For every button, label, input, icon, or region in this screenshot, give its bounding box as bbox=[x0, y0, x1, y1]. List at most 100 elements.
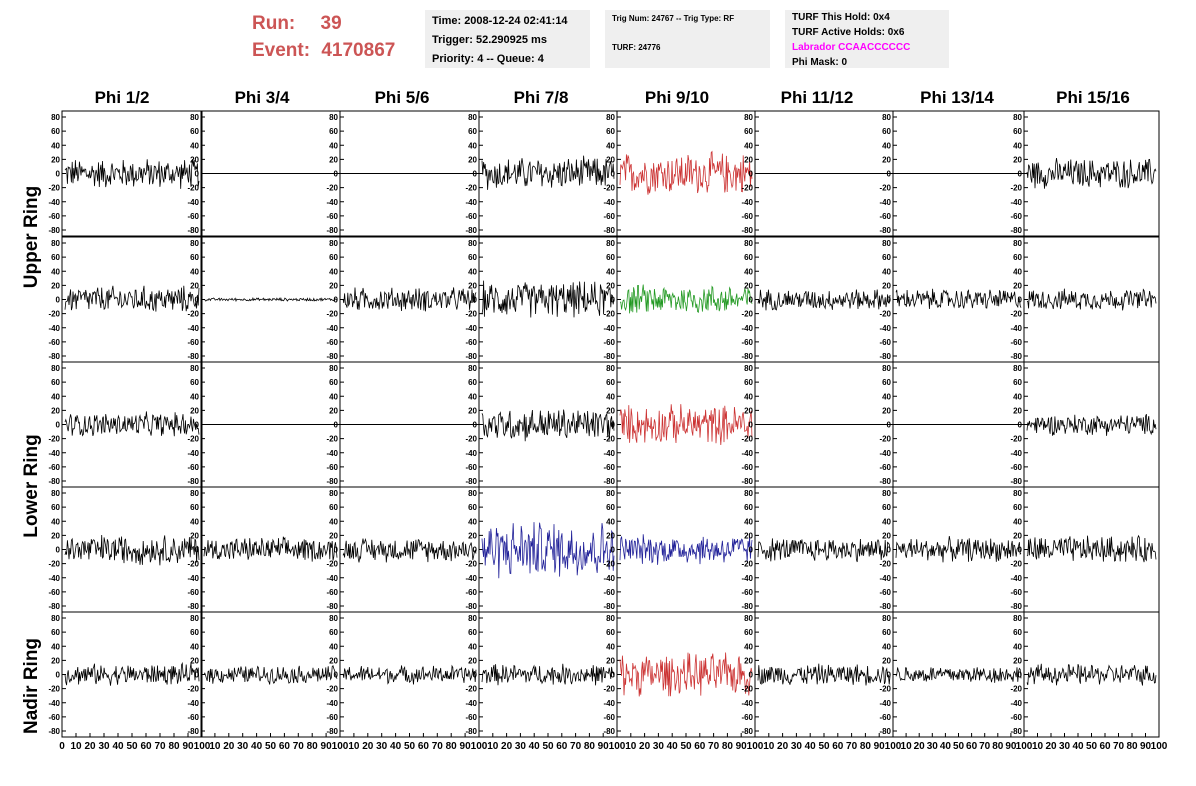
y-tick-label: -60 bbox=[603, 212, 615, 221]
y-tick-label: 20 bbox=[468, 656, 477, 665]
y-tick-label: 40 bbox=[190, 267, 199, 276]
waveform-trace bbox=[64, 661, 200, 686]
y-tick-label: 80 bbox=[882, 113, 891, 122]
y-tick-label: 80 bbox=[882, 489, 891, 498]
y-tick-label: 20 bbox=[606, 531, 615, 540]
x-tick-label: 30 bbox=[791, 741, 803, 752]
y-tick-label: -20 bbox=[48, 560, 60, 569]
y-tick-label: 80 bbox=[190, 614, 199, 623]
y-tick-label: 60 bbox=[882, 253, 891, 262]
x-tick-label: 90 bbox=[874, 741, 886, 752]
x-tick-label: 100 bbox=[747, 741, 764, 752]
waveform-trace bbox=[342, 664, 477, 685]
y-tick-label: -60 bbox=[465, 588, 477, 597]
y-tick-label: 0 bbox=[56, 421, 61, 430]
y-tick-label: -20 bbox=[326, 435, 338, 444]
y-tick-label: 60 bbox=[744, 628, 753, 637]
column-header-phi-1-2: Phi 1/2 bbox=[94, 88, 150, 107]
y-tick-label: -40 bbox=[879, 449, 891, 458]
y-tick-label: -20 bbox=[741, 310, 753, 319]
y-tick-label: 60 bbox=[329, 503, 338, 512]
y-tick-label: 20 bbox=[744, 531, 753, 540]
y-tick-label: -40 bbox=[187, 449, 199, 458]
panel-frame bbox=[616, 236, 756, 363]
y-tick-label: 60 bbox=[606, 378, 615, 387]
y-tick-label: -40 bbox=[879, 324, 891, 333]
x-tick-label: 10 bbox=[70, 741, 82, 752]
waveform-trace bbox=[64, 411, 200, 437]
waveform-trace bbox=[895, 288, 1022, 310]
y-tick-label: -80 bbox=[603, 352, 615, 361]
waveform-trace bbox=[481, 280, 615, 318]
x-tick-label: 60 bbox=[556, 741, 568, 752]
x-tick-label: 20 bbox=[362, 741, 374, 752]
y-tick-label: -60 bbox=[879, 588, 891, 597]
y-tick-label: 0 bbox=[56, 671, 61, 680]
trigger-info-box: Trig Num: 24767 -- Trig Type: RF TURF: 2… bbox=[605, 10, 770, 68]
run-value: 39 bbox=[320, 13, 342, 34]
y-tick-label: 20 bbox=[51, 281, 60, 290]
phi-mask-text: Phi Mask: 0 bbox=[792, 57, 848, 68]
y-tick-label: 0 bbox=[195, 170, 200, 179]
y-tick-label: 60 bbox=[1013, 503, 1022, 512]
y-tick-label: 20 bbox=[882, 155, 891, 164]
y-tick-label: -80 bbox=[187, 602, 199, 611]
x-tick-label: 100 bbox=[471, 741, 488, 752]
y-tick-label: 80 bbox=[1013, 614, 1022, 623]
column-header-phi-5-6: Phi 5/6 bbox=[374, 88, 430, 107]
y-tick-label: 60 bbox=[51, 628, 60, 637]
y-tick-label: 20 bbox=[329, 656, 338, 665]
waveform-trace bbox=[64, 285, 200, 312]
y-tick-label: 20 bbox=[51, 656, 60, 665]
y-tick-label: -80 bbox=[48, 226, 60, 235]
y-tick-label: 80 bbox=[190, 364, 199, 373]
y-tick-label: -60 bbox=[187, 338, 199, 347]
y-tick-label: 80 bbox=[606, 113, 615, 122]
x-tick-label: 50 bbox=[542, 741, 554, 752]
y-tick-label: -40 bbox=[741, 324, 753, 333]
y-tick-label: -40 bbox=[48, 198, 60, 207]
y-tick-label: -80 bbox=[1010, 226, 1022, 235]
waveform-trace bbox=[895, 667, 1022, 683]
x-tick-label: 10 bbox=[348, 741, 360, 752]
y-tick-label: -80 bbox=[741, 226, 753, 235]
x-tick-label: 80 bbox=[1126, 741, 1138, 752]
y-tick-label: -60 bbox=[741, 212, 753, 221]
y-tick-label: -60 bbox=[1010, 338, 1022, 347]
x-tick-label: 70 bbox=[432, 741, 444, 752]
y-tick-label: 80 bbox=[744, 364, 753, 373]
y-tick-label: 20 bbox=[606, 406, 615, 415]
y-tick-label: -60 bbox=[879, 338, 891, 347]
x-tick-label: 60 bbox=[966, 741, 978, 752]
y-tick-label: -80 bbox=[187, 727, 199, 736]
y-tick-label: 80 bbox=[51, 364, 60, 373]
y-tick-label: 60 bbox=[190, 253, 199, 262]
x-tick-label: 60 bbox=[140, 741, 152, 752]
y-tick-label: 20 bbox=[606, 155, 615, 164]
x-tick-label: 90 bbox=[321, 741, 333, 752]
y-tick-label: 0 bbox=[749, 296, 754, 305]
y-tick-label: 40 bbox=[51, 517, 60, 526]
y-tick-label: 80 bbox=[882, 239, 891, 248]
y-tick-label: -80 bbox=[326, 477, 338, 486]
x-tick-label: 50 bbox=[818, 741, 830, 752]
y-tick-label: 0 bbox=[611, 546, 616, 555]
y-tick-label: -40 bbox=[326, 449, 338, 458]
x-tick-label: 40 bbox=[529, 741, 541, 752]
y-tick-label: 40 bbox=[51, 642, 60, 651]
time-text: Time: 2008-12-24 02:41:14 bbox=[432, 15, 568, 27]
y-tick-label: -80 bbox=[879, 352, 891, 361]
y-tick-label: 80 bbox=[1013, 364, 1022, 373]
column-header-phi-11-12: Phi 11/12 bbox=[780, 88, 854, 107]
y-tick-label: 60 bbox=[744, 378, 753, 387]
x-tick-label: 70 bbox=[708, 741, 720, 752]
y-tick-label: 60 bbox=[1013, 253, 1022, 262]
y-tick-label: 0 bbox=[887, 296, 892, 305]
y-tick-label: 40 bbox=[606, 267, 615, 276]
waveform-trace bbox=[895, 536, 1022, 563]
y-tick-label: 0 bbox=[195, 546, 200, 555]
y-tick-label: 60 bbox=[606, 628, 615, 637]
y-tick-label: -20 bbox=[187, 685, 199, 694]
y-tick-label: 0 bbox=[195, 296, 200, 305]
